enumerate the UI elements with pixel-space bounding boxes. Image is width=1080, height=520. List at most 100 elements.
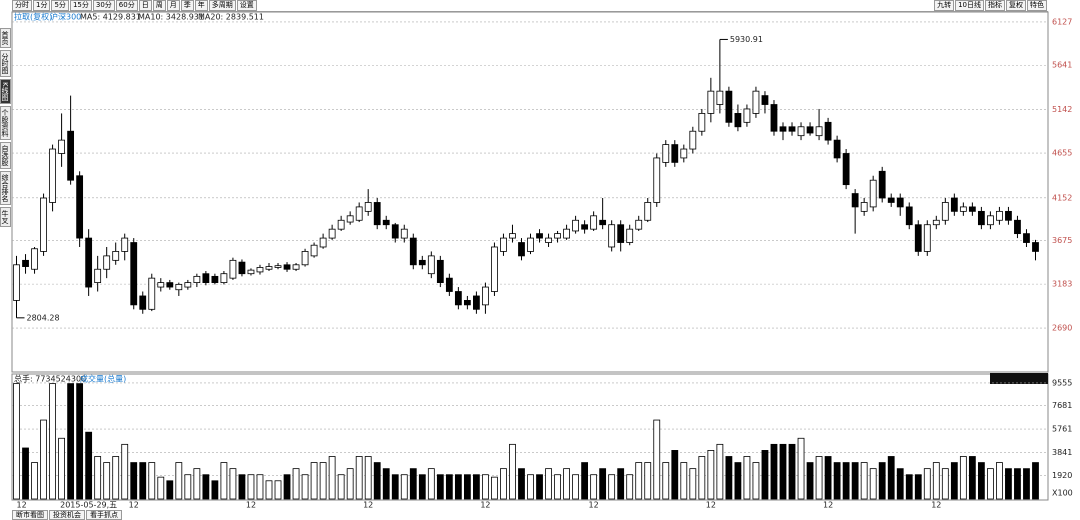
candle-body — [707, 90, 715, 114]
candle-body — [833, 139, 841, 159]
volume-bar — [950, 462, 958, 500]
y-tick-label: 6127 — [1052, 17, 1072, 26]
candle-body — [662, 144, 670, 163]
toolbar-button[interactable]: 日 — [138, 0, 152, 11]
volume-bar — [409, 468, 417, 500]
volume-bar — [968, 456, 976, 500]
toolbar-button[interactable]: 指标 — [985, 0, 1005, 11]
candle-body — [310, 244, 318, 257]
sidebar-tab[interactable]: K线图 — [0, 79, 11, 104]
volume-bar — [94, 456, 102, 500]
volume-bar — [346, 468, 354, 500]
candle-body — [409, 237, 417, 266]
candle-body — [869, 179, 877, 208]
volume-bar — [653, 419, 661, 500]
candle-body — [581, 224, 589, 230]
candle-body — [509, 233, 516, 239]
volume-bar — [671, 450, 679, 500]
candle-body — [121, 237, 129, 252]
candle-body — [67, 130, 75, 181]
toolbar-button[interactable]: 设置 — [236, 0, 257, 11]
toolbar-button[interactable]: 年 — [194, 0, 208, 11]
volume-bar — [716, 443, 724, 500]
candle-body — [328, 228, 336, 239]
candle-body — [1005, 210, 1012, 221]
sidebar: 首页分时图 K线图 个股资料 自选股 综合排名 牛叉 — [0, 28, 11, 229]
volume-selector[interactable] — [990, 373, 1048, 384]
candle-body — [887, 197, 895, 203]
candle-body — [382, 219, 390, 226]
volume-bar — [400, 474, 408, 500]
toolbar-button[interactable]: 月 — [166, 0, 180, 11]
toolbar-button[interactable]: 60分 — [115, 0, 138, 11]
volume-bar — [283, 474, 291, 500]
toolbar-button[interactable]: 分时 — [12, 0, 32, 11]
volume-bar — [842, 462, 850, 500]
sidebar-tab[interactable]: 综合排名 — [0, 170, 11, 205]
candle-body — [770, 104, 778, 132]
volume-bar — [1032, 462, 1039, 500]
y-tick-label: 4152 — [1052, 193, 1072, 202]
sidebar-tab[interactable]: 首页 — [0, 28, 11, 48]
candle-body — [193, 275, 201, 284]
volume-bar — [184, 474, 192, 500]
candle-body — [247, 269, 255, 275]
volume-bar — [662, 462, 670, 500]
volume-bar — [1023, 468, 1030, 500]
volume-bar — [454, 474, 462, 500]
candle-body — [815, 126, 823, 137]
volume-bar — [987, 468, 994, 500]
candle-body — [788, 126, 796, 132]
volume-pane — [11, 373, 1049, 501]
candle-body — [968, 206, 976, 212]
candle-body — [671, 144, 679, 163]
candle-body — [518, 242, 525, 257]
toolbar-button[interactable]: 复权 — [1006, 0, 1026, 11]
volume-bar — [139, 462, 147, 500]
toolbar-button[interactable]: 10日线 — [955, 0, 984, 11]
volume-bar — [833, 462, 841, 500]
y-tick-label: 3841 — [1052, 448, 1072, 457]
volume-bar — [698, 456, 706, 500]
toolbar-button[interactable]: 5分 — [51, 0, 69, 11]
volume-bar — [391, 474, 399, 500]
toolbar-button[interactable]: 30分 — [92, 0, 115, 11]
toolbar-button[interactable]: 多周期 — [208, 0, 236, 11]
volume-bar — [509, 443, 516, 500]
candle-body — [536, 233, 543, 239]
candle-body — [797, 126, 805, 137]
volume-bar — [617, 468, 625, 500]
candle-body — [148, 277, 156, 310]
volume-bar — [364, 456, 372, 500]
sidebar-tab[interactable]: 自选股 — [0, 141, 11, 169]
volume-bar — [590, 474, 598, 500]
volume-bar — [932, 462, 940, 500]
candle-body — [229, 259, 237, 279]
sidebar-tab[interactable]: 牛叉 — [0, 206, 11, 227]
toolbar-button[interactable]: 周 — [152, 0, 166, 11]
candle-body — [292, 264, 300, 270]
sidebar-tab[interactable]: 个股资料 — [0, 105, 11, 140]
toolbar-button[interactable]: 九转 — [934, 0, 955, 11]
candle-body — [996, 210, 1003, 221]
volume-bar — [229, 468, 237, 500]
volume-bar — [581, 462, 589, 500]
candle-body — [824, 121, 832, 141]
volume-bar — [914, 474, 922, 500]
volume-bar — [797, 437, 805, 500]
y-tick-label: 9555 — [1052, 378, 1072, 387]
candle-body — [355, 206, 363, 221]
volume-bar — [536, 474, 543, 500]
toolbar-button[interactable]: 季 — [180, 0, 194, 11]
candle-body — [599, 219, 607, 226]
toolbar-button[interactable]: 特色 — [1027, 0, 1047, 11]
volume-bar — [707, 450, 715, 500]
toolbar-button[interactable]: 1分 — [33, 0, 51, 11]
price-title: 沪深300 — [50, 12, 81, 22]
volume-bar — [166, 480, 174, 500]
y-tick-label: 5641 — [1052, 61, 1072, 70]
toolbar-button[interactable]: 15分 — [69, 0, 92, 11]
candle-body — [950, 197, 958, 212]
volume-bar — [473, 474, 480, 500]
sidebar-tab[interactable]: 分时图 — [0, 50, 11, 77]
